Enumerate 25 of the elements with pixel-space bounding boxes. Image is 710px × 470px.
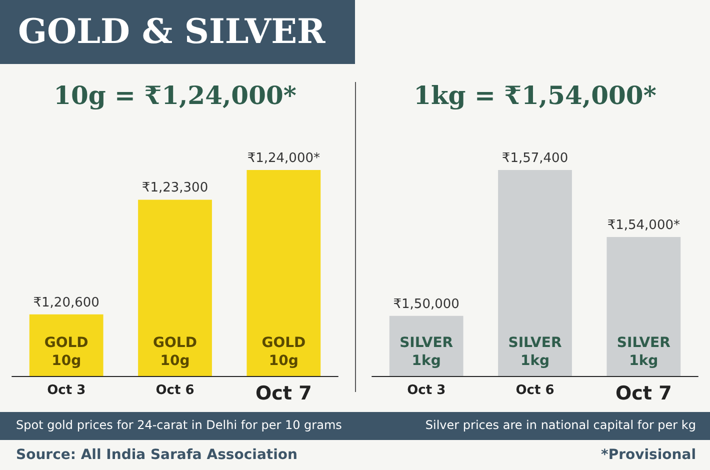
annotation: GOLD 10g (153, 335, 197, 369)
chart-subtitle: 1kg = ₹1,54,000* (414, 81, 656, 110)
data-label: ₹1,50,000 (393, 296, 460, 312)
annotation: GOLD 10g (262, 335, 306, 369)
annotation: SILVER 1kg (508, 335, 562, 369)
chart-title: GOLD & SILVER (0, 0, 355, 64)
source-note: Source: All India Sarafa Association (16, 447, 298, 463)
x-tick-label: Oct 3 (407, 383, 446, 398)
x-tick-label: Oct 3 (47, 383, 86, 398)
text: Silver prices are in national capital for per kg (425, 418, 696, 432)
data-label: ₹1,20,600 (33, 295, 100, 310)
data-label: ₹1,23,300 (142, 180, 208, 196)
data-label: ₹1,54,000* (607, 218, 680, 234)
x-tick-label: Oct 6 (156, 383, 194, 398)
annotation: GOLD 10g (44, 335, 88, 369)
chart-subtitle: 10g = ₹1,24,000* (54, 81, 296, 110)
data-label: ₹1,57,400 (502, 151, 568, 166)
x-tick-label: Oct 7 (615, 382, 672, 404)
annotation: SILVER 1kg (616, 335, 671, 369)
x-tick-label: Oct 7 (255, 382, 312, 404)
text: Spot gold prices for 24-carat in Delhi for per 10 grams (16, 418, 342, 432)
annotation: SILVER 1kg (400, 335, 454, 369)
x-tick-label: Oct 6 (516, 383, 554, 398)
data-label: ₹1,24,000* (247, 151, 320, 166)
text: *Provisional (601, 447, 696, 463)
